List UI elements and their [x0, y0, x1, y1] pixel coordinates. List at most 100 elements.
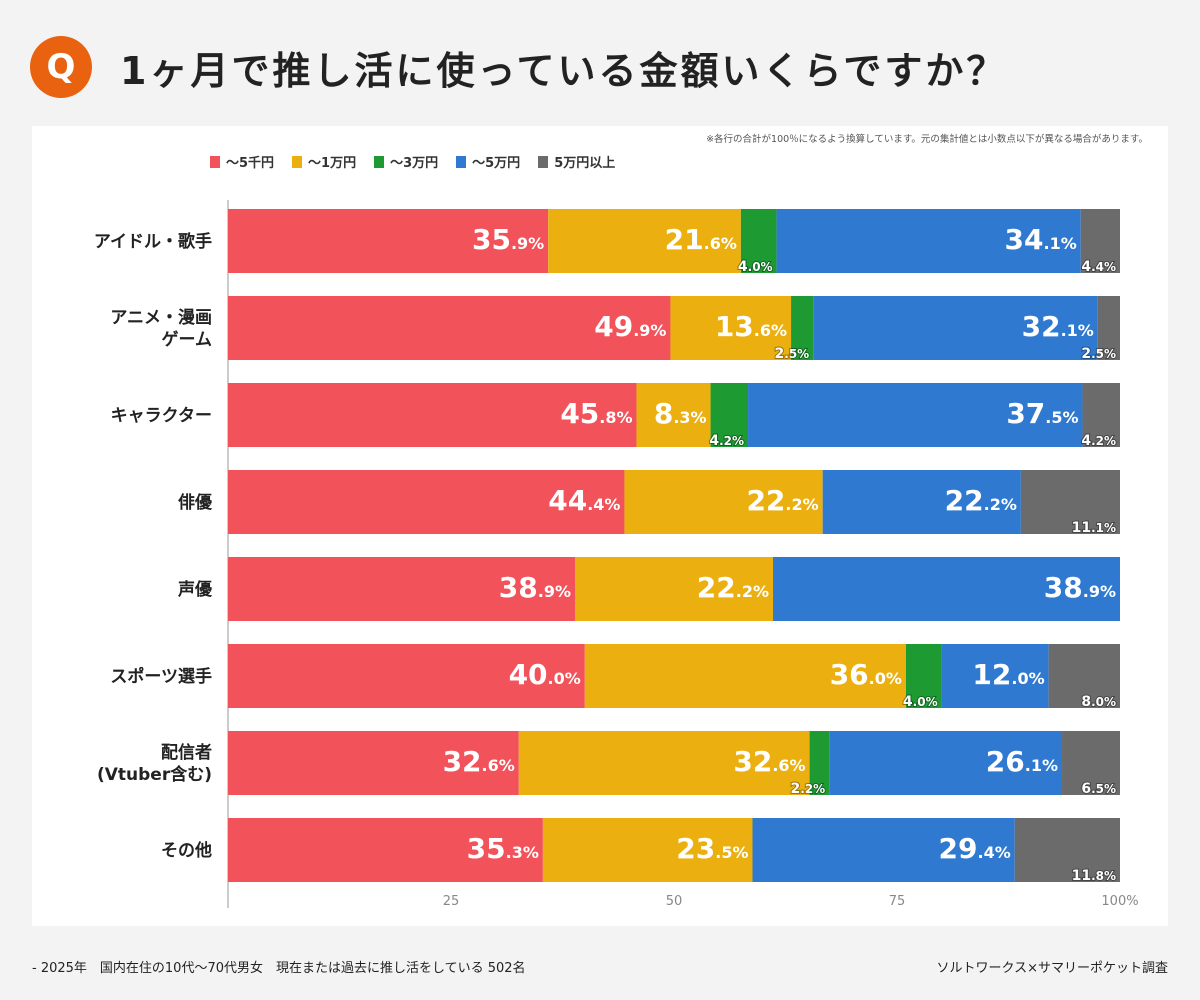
data-label: 11.8% — [1072, 868, 1116, 884]
category-label: キャラクター — [111, 406, 212, 426]
bar-segment — [809, 731, 830, 795]
data-label: 36.0% — [830, 658, 902, 691]
bar-segment — [773, 557, 1120, 621]
bar-segment — [228, 557, 575, 621]
data-label: 35.3% — [467, 832, 539, 865]
bar-segment — [624, 470, 823, 534]
bar-segment — [542, 818, 753, 882]
x-tick-label: 100% — [1101, 894, 1138, 909]
data-label: 4.2% — [709, 433, 744, 449]
bar-segment — [574, 557, 774, 621]
bar-segment — [822, 470, 1021, 534]
legend-swatch — [538, 155, 549, 168]
data-label: 4.2% — [1081, 433, 1116, 449]
data-label: 21.6% — [665, 223, 737, 256]
bar-segment — [1097, 296, 1120, 360]
legend: 〜5千円 〜1万円 〜3万円 〜5万円 5万円以上 — [210, 152, 633, 171]
bar-segment — [228, 296, 671, 360]
bar-segment — [710, 383, 749, 447]
data-label: 22.2% — [746, 484, 818, 517]
category-label: 配信者 — [161, 742, 212, 763]
data-label: 2.2% — [791, 781, 826, 797]
legend-label: 5万円以上 — [554, 156, 616, 171]
bar-segment — [228, 383, 637, 447]
legend-swatch — [456, 155, 467, 168]
chart-title: Q 1ヶ月で推し活に使っている金額いくらですか？ — [30, 36, 1007, 98]
data-label: 13.6% — [715, 310, 787, 343]
bar-segment — [228, 209, 549, 273]
data-label: 32.6% — [733, 745, 805, 778]
data-label: 11.1% — [1072, 520, 1116, 536]
bar-segment — [1080, 209, 1120, 273]
bar-segment — [518, 731, 810, 795]
data-label: 37.5% — [1006, 397, 1078, 430]
legend-item: 〜1万円 — [292, 152, 356, 171]
legend-swatch — [292, 155, 303, 168]
legend-swatch — [210, 155, 220, 168]
data-label: 4.4% — [1081, 259, 1116, 275]
data-label: 23.5% — [676, 832, 748, 865]
data-label: 12.0% — [972, 658, 1044, 691]
footer-source: ソルトワークス×サマリーポケット調査 — [936, 961, 1168, 976]
data-label: 26.1% — [986, 745, 1058, 778]
data-label: 49.9% — [594, 310, 666, 343]
data-label: 34.1% — [1005, 223, 1077, 256]
bar-segment — [752, 818, 1015, 882]
data-label: 8.0% — [1081, 694, 1116, 710]
category-label: ゲーム — [162, 329, 213, 350]
bar-segment — [228, 470, 625, 534]
data-label: 38.9% — [499, 571, 571, 604]
category-label: 声優 — [177, 579, 213, 600]
bar-segment — [548, 209, 741, 273]
category-label: その他 — [161, 840, 212, 861]
bar-segment — [740, 209, 777, 273]
data-label: 35.9% — [472, 223, 544, 256]
data-label: 40.0% — [509, 658, 581, 691]
legend-item: 5万円以上 — [538, 152, 615, 171]
legend-label: 〜5千円 — [226, 156, 275, 171]
bar-segment — [829, 731, 1063, 795]
bar-segment — [776, 209, 1081, 273]
bar-segment — [228, 818, 543, 882]
bar-segment — [813, 296, 1098, 360]
category-label: (Vtuber含む) — [97, 764, 212, 785]
legend-label: 〜5万円 — [472, 156, 521, 171]
bar-segment — [905, 644, 942, 708]
bar-segment — [1082, 383, 1120, 447]
q-badge: Q — [30, 36, 92, 98]
legend-item: 〜3万円 — [374, 152, 438, 171]
legend-swatch — [374, 155, 385, 168]
bar-segment — [228, 644, 585, 708]
bar-segment — [670, 296, 792, 360]
data-label: 8.3% — [654, 397, 707, 430]
data-label: 6.5% — [1081, 781, 1116, 797]
bar-segment — [941, 644, 1049, 708]
data-label: 44.4% — [548, 484, 620, 517]
x-tick-label: 25 — [443, 894, 460, 909]
note: ※各行の合計が100％になるよう換算しています。元の集計値とは小数点以下が異なる… — [706, 134, 1148, 145]
bar-segment — [636, 383, 711, 447]
category-label: アニメ・漫画 — [110, 307, 212, 328]
x-tick-label: 75 — [889, 894, 906, 909]
bar-segment — [748, 383, 1083, 447]
data-label: 29.4% — [939, 832, 1011, 865]
legend-label: 〜3万円 — [390, 156, 439, 171]
bar-segment — [1020, 470, 1120, 534]
bar-segment — [584, 644, 906, 708]
data-label: 32.6% — [443, 745, 515, 778]
data-label: 4.0% — [738, 259, 773, 275]
bar-segment — [1062, 731, 1120, 795]
category-label: 俳優 — [178, 492, 213, 513]
legend-item: 〜5万円 — [456, 152, 520, 171]
bar-segment — [1048, 644, 1120, 708]
data-label: 4.0% — [903, 694, 938, 710]
category-label: アイドル・歌手 — [94, 231, 212, 252]
data-label: 32.1% — [1022, 310, 1094, 343]
legend-label: 〜1万円 — [308, 156, 357, 171]
x-tick-label: 50 — [666, 894, 683, 909]
data-label: 22.2% — [945, 484, 1017, 517]
data-label: 45.8% — [560, 397, 632, 430]
data-label: 2.5% — [775, 346, 810, 362]
data-label: 22.2% — [697, 571, 769, 604]
